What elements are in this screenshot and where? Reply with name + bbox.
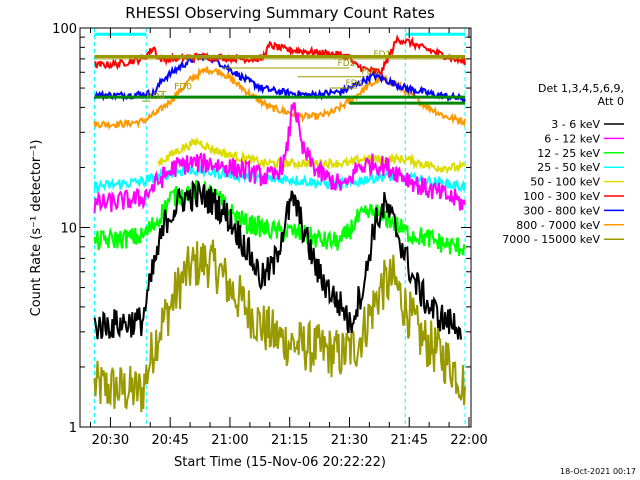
x-tick-label: 21:15 (271, 433, 308, 448)
legend-label: 7000 - 15000 keV (502, 233, 600, 246)
legend-label: 12 - 25 keV (537, 147, 600, 160)
x-tick-label: 21:00 (211, 433, 248, 448)
flag-label-fd2: FD2 (338, 59, 356, 69)
x-axis: 20:30 20:45 21:00 21:15 21:30 21:45 22:00 (89, 28, 488, 448)
y-axis: 1 10 100 (52, 22, 471, 436)
flag-label-fd1: FD1 (373, 50, 391, 60)
x-tick-label: 21:30 (331, 433, 368, 448)
legend-label: 100 - 300 keV (523, 190, 600, 203)
footer-date: 18-Oct-2021 00:17 (560, 467, 636, 476)
series-12-25-kev (93, 179, 466, 257)
y-axis-label: Count Rate (s⁻¹ detector⁻¹) (29, 140, 44, 317)
flag-label-fd3: FD3 (361, 68, 379, 78)
series-7000-15000-kev (93, 239, 466, 413)
x-axis-label: Start Time (15-Nov-06 20:22:22) (174, 455, 386, 470)
x-tick-label: 21:45 (391, 433, 428, 448)
legend-label: 3 - 6 keV (551, 118, 600, 131)
legend-label: 300 - 800 keV (523, 204, 600, 217)
y-tick-label: 1 (69, 421, 77, 436)
x-tick-label: 22:00 (450, 433, 487, 448)
series-3-6-kev (93, 179, 462, 340)
series-300-800-kev (93, 53, 466, 104)
x-tick-label: 20:45 (151, 433, 188, 448)
y-tick-label: 100 (52, 22, 77, 37)
x-tick-label: 20:30 (92, 433, 129, 448)
series-800-7000-kev (93, 66, 466, 131)
legend-label: 6 - 12 keV (544, 132, 600, 145)
legend-header-0: Det 1,3,4,5,6,9, (538, 82, 624, 95)
legend-header-1: Att 0 (598, 95, 624, 108)
legend-label: 800 - 7000 keV (516, 219, 600, 232)
flag-label-rd4: RD4 (146, 92, 165, 102)
flag-label-fd0: FD0 (174, 83, 192, 93)
chart-title: RHESSI Observing Summary Count Rates (125, 4, 435, 22)
legend-label: 25 - 50 keV (537, 161, 600, 174)
legend-label: 50 - 100 keV (530, 176, 600, 189)
flag-label-fd4: FD4 (345, 79, 363, 89)
y-tick-label: 10 (60, 222, 77, 237)
series-6-12-kev (93, 102, 466, 213)
